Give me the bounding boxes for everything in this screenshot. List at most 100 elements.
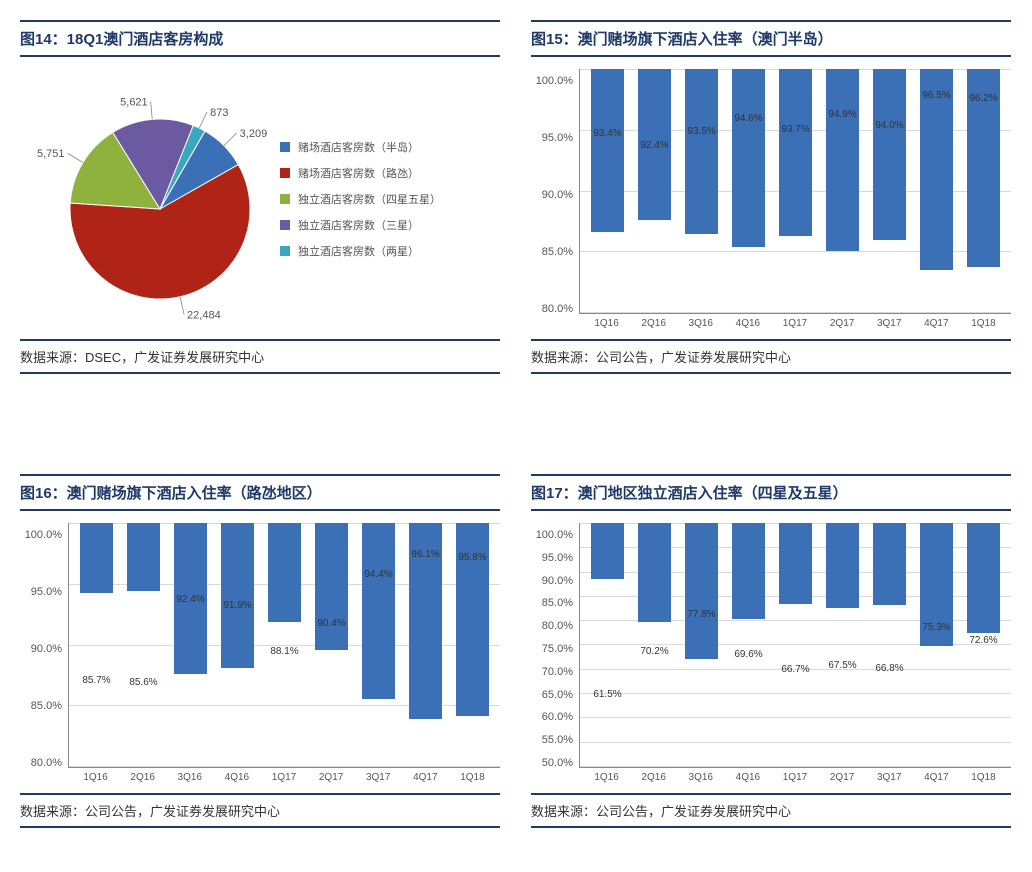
bar: 94.0% xyxy=(866,69,913,313)
legend-label: 独立酒店客房数（两星） xyxy=(298,243,419,259)
bar: 93.5% xyxy=(678,69,725,313)
x-tick-label: 3Q17 xyxy=(355,772,402,783)
y-axis: 80.0%85.0%90.0%95.0%100.0% xyxy=(531,69,579,309)
bar-value-label: 67.5% xyxy=(828,660,856,671)
y-tick-label: 85.0% xyxy=(531,597,573,609)
panel-15: 图15：澳门赌场旗下酒店入住率（澳门半岛） 80.0% 85.0% 90.0% 95.… xyxy=(531,20,1011,374)
legend-label: 独立酒店客房数（四星五星） xyxy=(298,191,441,207)
y-axis: 50.0%55.0%60.0%65.0%70.0%75.0%80.0%85.0%… xyxy=(531,523,579,763)
bar: 92.4% xyxy=(631,69,678,313)
x-tick-label: 2Q17 xyxy=(819,318,866,329)
pie-value-label: 873 xyxy=(210,107,228,119)
bar: 94.9% xyxy=(819,69,866,313)
panel-17-title: 图17：澳门地区独立酒店入住率（四星及五星） xyxy=(531,474,1011,511)
panel-16-title: 图16：澳门赌场旗下酒店入住率（路氹地区） xyxy=(20,474,500,511)
y-tick-label: 100.0% xyxy=(531,75,573,87)
bar: 88.1% xyxy=(261,523,308,767)
y-tick-label: 90.0% xyxy=(531,189,573,201)
legend-swatch xyxy=(280,246,290,256)
y-tick-label: 60.0% xyxy=(531,711,573,723)
x-tick-label: 4Q17 xyxy=(402,772,449,783)
panel-15-title: 图15：澳门赌场旗下酒店入住率（澳门半岛） xyxy=(531,20,1011,57)
bar: 85.6% xyxy=(120,523,167,767)
panel-17-source: 数据来源：公司公告，广发证券发展研究中心 xyxy=(531,793,1011,828)
x-tick-label: 1Q18 xyxy=(960,318,1007,329)
y-tick-label: 80.0% xyxy=(20,757,62,769)
bar: 92.4% xyxy=(167,523,214,767)
bar-value-label: 93.7% xyxy=(781,124,809,135)
bar-value-label: 75.3% xyxy=(922,622,950,633)
legend-item: 赌场酒店客房数（半岛） xyxy=(280,139,441,155)
bar: 69.6% xyxy=(725,523,772,767)
pie-value-label: 22,484 xyxy=(187,309,221,321)
plot-area: 93.4% 92.4% 93.5% 94.6% 93.7% 94.9% 94.0% 96.5%… xyxy=(579,69,1011,314)
y-axis: 80.0%85.0%90.0%95.0%100.0% xyxy=(20,523,68,763)
bar-value-label: 61.5% xyxy=(593,689,621,700)
y-tick-label: 90.0% xyxy=(531,575,573,587)
y-tick-label: 85.0% xyxy=(531,246,573,258)
x-tick-label: 1Q17 xyxy=(771,318,818,329)
pie-value-label: 5,751 xyxy=(37,148,65,160)
x-tick-label: 2Q16 xyxy=(630,772,677,783)
x-tick-label: 4Q17 xyxy=(913,318,960,329)
bar: 93.4% xyxy=(584,69,631,313)
y-tick-label: 75.0% xyxy=(531,643,573,655)
panel-15-source: 数据来源：公司公告，广发证券发展研究中心 xyxy=(531,339,1011,374)
y-tick-label: 50.0% xyxy=(531,757,573,769)
bar: 72.6% xyxy=(960,523,1007,767)
bar-value-label: 92.4% xyxy=(176,594,204,605)
bar-value-label: 92.4% xyxy=(640,140,668,151)
x-tick-label: 2Q16 xyxy=(119,772,166,783)
x-tick-label: 3Q16 xyxy=(166,772,213,783)
x-tick-label: 4Q17 xyxy=(913,772,960,783)
legend-item: 独立酒店客房数（三星） xyxy=(280,217,441,233)
bar: 90.4% xyxy=(308,523,355,767)
panel-17: 图17：澳门地区独立酒店入住率（四星及五星） 50.0%55.0%60.0%65… xyxy=(531,474,1011,828)
x-tick-label: 3Q17 xyxy=(866,318,913,329)
x-tick-label: 1Q16 xyxy=(72,772,119,783)
x-axis: 1Q162Q163Q164Q161Q172Q173Q174Q171Q18 xyxy=(68,768,500,783)
bar-value-label: 93.4% xyxy=(593,128,621,139)
y-tick-label: 80.0% xyxy=(531,303,573,315)
pie-value-label: 5,621 xyxy=(120,96,148,108)
bar: 77.8% xyxy=(678,523,725,767)
bar-value-label: 66.8% xyxy=(875,663,903,674)
bar: 61.5% xyxy=(584,523,631,767)
y-tick-label: 70.0% xyxy=(531,666,573,678)
x-tick-label: 4Q16 xyxy=(724,772,771,783)
bar-value-label: 94.0% xyxy=(875,120,903,131)
y-tick-label: 65.0% xyxy=(531,689,573,701)
x-tick-label: 1Q17 xyxy=(260,772,307,783)
x-tick-label: 3Q16 xyxy=(677,318,724,329)
bar-value-label: 91.9% xyxy=(223,600,251,611)
x-tick-label: 2Q17 xyxy=(308,772,355,783)
panel-14-source: 数据来源：DSEC，广发证券发展研究中心 xyxy=(20,339,500,374)
bar: 85.7% xyxy=(73,523,120,767)
y-tick-label: 90.0% xyxy=(20,643,62,655)
bar-value-label: 94.9% xyxy=(828,109,856,120)
y-tick-label: 95.0% xyxy=(531,132,573,144)
pie-chart: 3,209 22,484 5,751 5,621 873 xyxy=(20,69,280,329)
plot-area: 85.7%85.6%92.4%91.9%88.1%90.4%94.4%96.1%… xyxy=(68,523,500,768)
bar-value-label: 96.2% xyxy=(969,93,997,104)
legend-swatch xyxy=(280,168,290,178)
bar: 96.2% xyxy=(960,69,1007,313)
legend-item: 独立酒店客房数（四星五星） xyxy=(280,191,441,207)
panel-14-chart: 3,209 22,484 5,751 5,621 873 赌场酒店客房数（半岛） 赌场酒店… xyxy=(20,69,500,329)
x-tick-label: 4Q16 xyxy=(213,772,260,783)
bar: 96.5% xyxy=(913,69,960,313)
y-tick-label: 100.0% xyxy=(20,529,62,541)
bar: 94.6% xyxy=(725,69,772,313)
panel-14-title: 图14：18Q1澳门酒店客房构成 xyxy=(20,20,500,57)
panel-17-chart: 50.0%55.0%60.0%65.0%70.0%75.0%80.0%85.0%… xyxy=(531,523,1011,783)
legend-label: 赌场酒店客房数（路氹） xyxy=(298,165,419,181)
bar-value-label: 94.4% xyxy=(364,569,392,580)
bar: 66.7% xyxy=(772,523,819,767)
bar: 66.8% xyxy=(866,523,913,767)
x-tick-label: 1Q18 xyxy=(960,772,1007,783)
bar-value-label: 77.8% xyxy=(687,609,715,620)
bar: 75.3% xyxy=(913,523,960,767)
bar-value-label: 93.5% xyxy=(687,126,715,137)
pie-value-label: 3,209 xyxy=(240,128,268,140)
x-tick-label: 1Q16 xyxy=(583,318,630,329)
